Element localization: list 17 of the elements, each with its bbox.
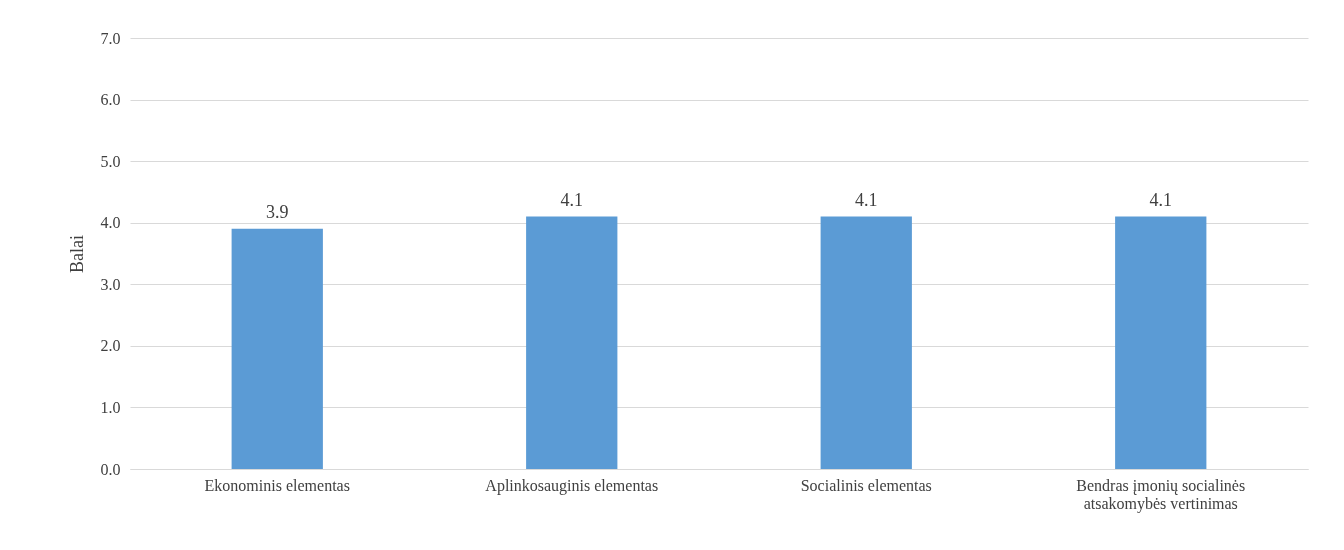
y-tick-label: 4.0: [100, 214, 121, 232]
x-tick-label: Ekonominis elementas: [204, 476, 350, 494]
data-label: 4.1: [855, 189, 878, 210]
y-tick-label: 6.0: [100, 91, 121, 109]
data-label: 3.9: [266, 201, 289, 222]
y-tick-label: 5.0: [100, 152, 121, 170]
x-tick-label: Bendras įmonių socialinės atsakomybės vertinimas: [1076, 476, 1246, 513]
x-tick-label: Socialinis elementas: [800, 476, 932, 494]
y-tick-label: 3.0: [100, 275, 121, 293]
y-axis-title: Balai: [66, 235, 87, 273]
data-label: 4.1: [560, 189, 583, 210]
y-tick-label: 7.0: [100, 29, 121, 47]
data-label: 4.1: [1149, 189, 1172, 210]
y-tick-label: 0.0: [100, 460, 121, 478]
x-tick-label: Aplinkosauginis elementas: [485, 476, 659, 495]
y-tick-label: 1.0: [100, 398, 121, 416]
y-tick-label: 2.0: [100, 337, 121, 355]
